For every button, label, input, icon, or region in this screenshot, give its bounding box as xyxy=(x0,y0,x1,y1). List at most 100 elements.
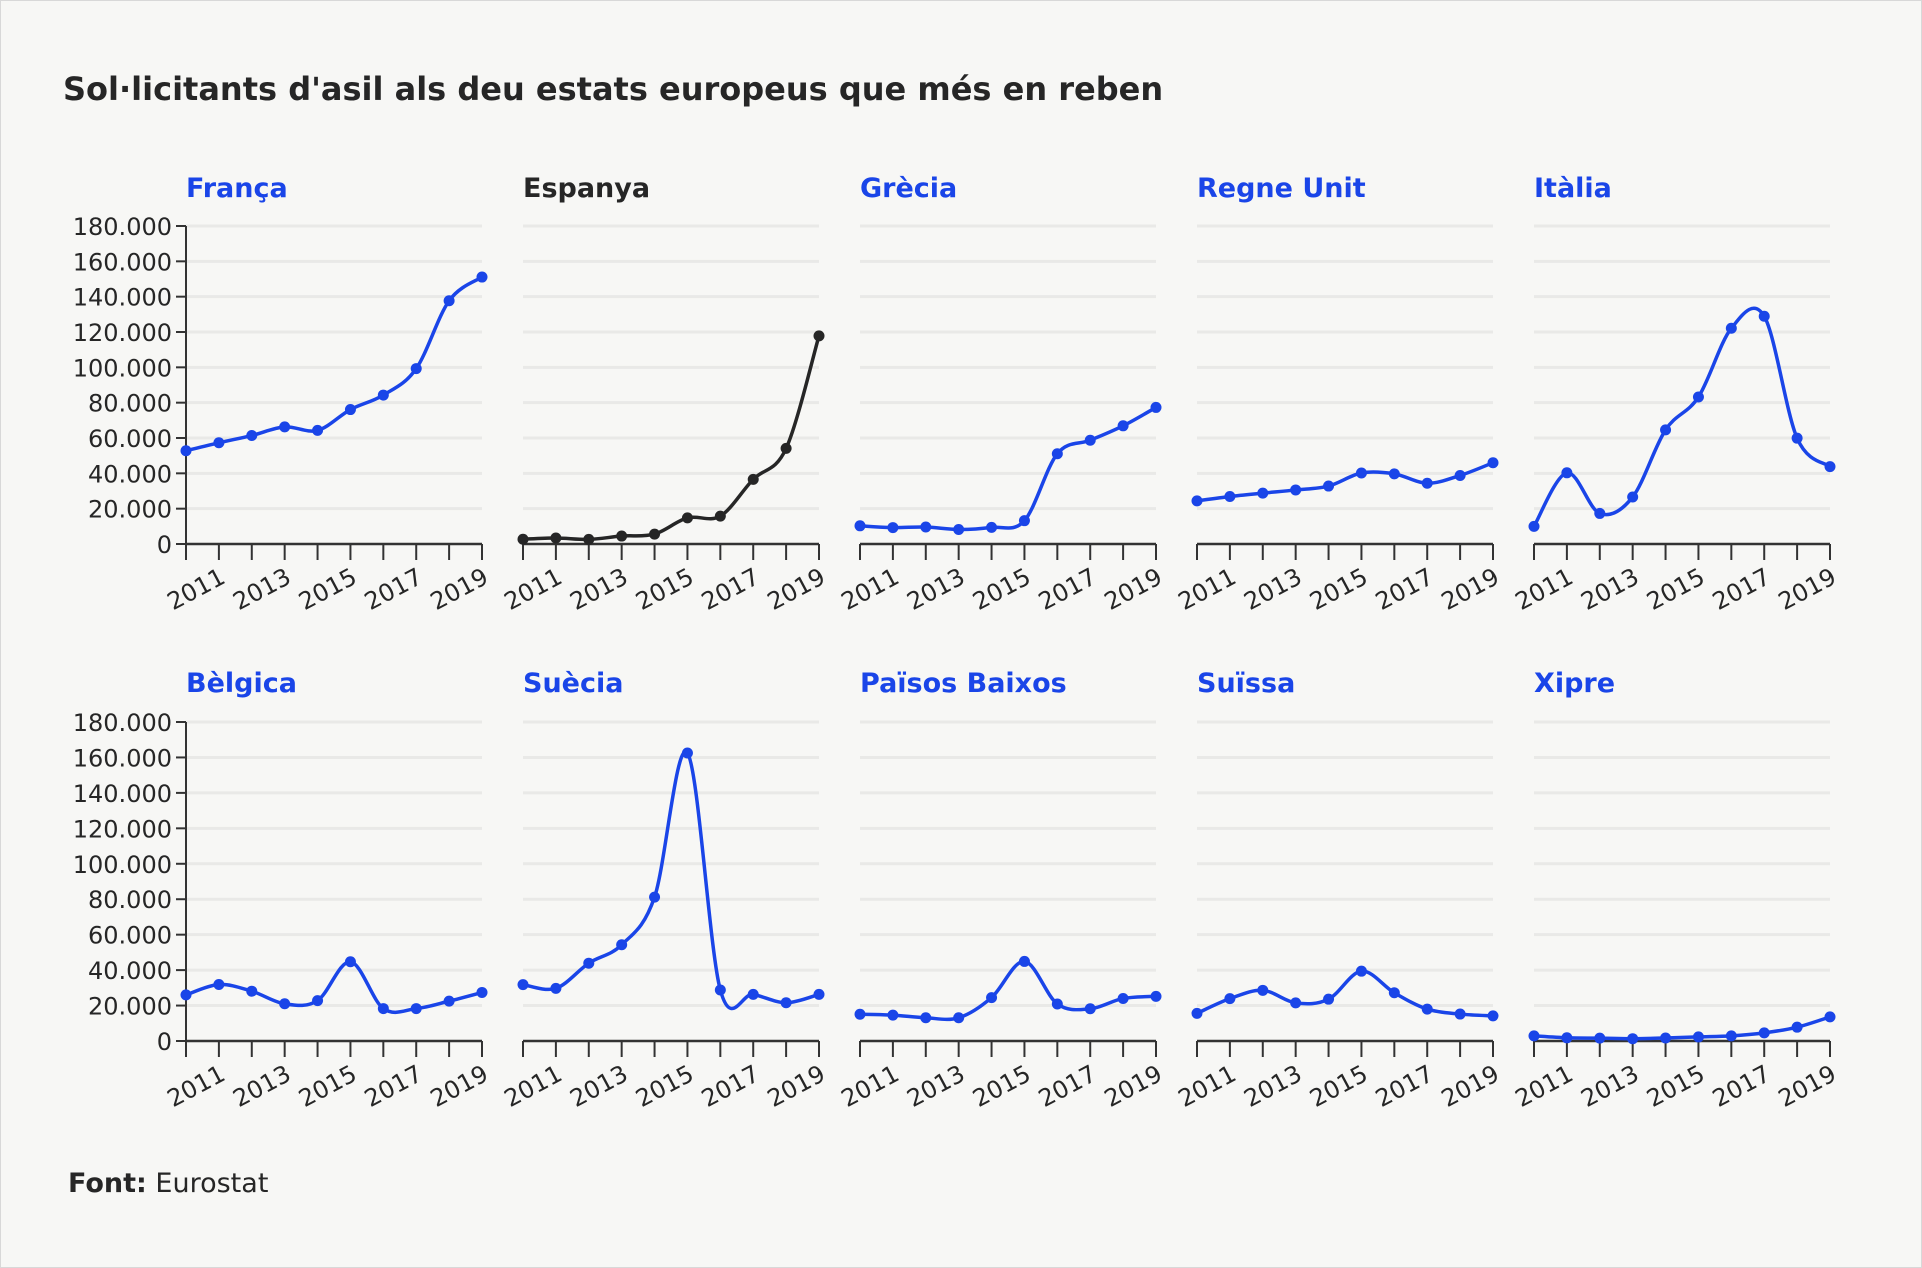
data-point xyxy=(813,330,825,342)
panel-title: Països Baixos xyxy=(860,668,1067,699)
x-tick-label: 2017 xyxy=(1034,563,1101,616)
x-tick-label: 2013 xyxy=(1576,1060,1643,1113)
data-point xyxy=(1725,322,1737,334)
x-tick-label: 2015 xyxy=(631,1060,698,1113)
x-tick-label: 2015 xyxy=(1305,563,1372,616)
data-point xyxy=(1725,1030,1737,1042)
data-point xyxy=(1355,467,1367,479)
data-point xyxy=(813,988,825,1000)
x-tick-label: 2017 xyxy=(1371,563,1438,616)
y-tick-label: 60.000 xyxy=(88,922,172,950)
data-point xyxy=(1487,457,1499,469)
x-tick-label: 2011 xyxy=(837,1060,904,1113)
x-tick-label: 2019 xyxy=(1774,563,1841,616)
data-point xyxy=(1758,310,1770,322)
data-point xyxy=(583,957,595,969)
data-point xyxy=(517,979,529,991)
data-point xyxy=(476,986,488,998)
data-point xyxy=(1323,480,1335,492)
y-tick-label: 0 xyxy=(157,531,172,559)
series-line xyxy=(1533,1015,1831,1041)
y-tick-label: 60.000 xyxy=(88,425,172,453)
y-tick-label: 120.000 xyxy=(73,319,172,347)
data-point xyxy=(550,982,562,994)
data-point xyxy=(920,521,932,533)
data-point xyxy=(854,1008,866,1020)
x-tick-label: 2019 xyxy=(1437,563,1504,616)
data-point xyxy=(344,956,356,968)
data-point xyxy=(616,530,628,542)
data-point xyxy=(1084,434,1096,446)
x-tick-label: 2017 xyxy=(1708,1060,1775,1113)
series-line xyxy=(1196,461,1494,503)
chart-title: Sol·licitants d'asil als deu estats euro… xyxy=(63,70,1164,108)
panel-title: Grècia xyxy=(860,173,957,204)
data-point xyxy=(780,997,792,1009)
data-point xyxy=(986,992,998,1004)
y-tick-label: 160.000 xyxy=(73,248,172,276)
y-tick-label: 20.000 xyxy=(88,496,172,524)
y-tick-label: 40.000 xyxy=(88,460,172,488)
data-point xyxy=(986,521,998,533)
x-tick-label: 2011 xyxy=(1511,1060,1578,1113)
y-tick-label: 80.000 xyxy=(88,886,172,914)
data-point xyxy=(920,1012,932,1024)
x-tick-label: 2015 xyxy=(968,563,1035,616)
y-tick-label: 0 xyxy=(157,1028,172,1056)
x-tick-label: 2017 xyxy=(697,1060,764,1113)
panel-title: Xipre xyxy=(1534,668,1615,699)
x-tick-label: 2017 xyxy=(360,563,427,616)
panel-title: Itàlia xyxy=(1534,173,1612,204)
data-point xyxy=(1692,391,1704,403)
x-tick-label: 2019 xyxy=(1100,1060,1167,1113)
data-point xyxy=(1355,965,1367,977)
panel-title: França xyxy=(186,173,288,204)
data-point xyxy=(1421,477,1433,489)
data-point xyxy=(180,445,192,457)
x-tick-label: 2017 xyxy=(1708,563,1775,616)
x-tick-label: 2017 xyxy=(360,1060,427,1113)
data-point xyxy=(246,985,258,997)
data-point xyxy=(1224,993,1236,1005)
x-tick-label: 2011 xyxy=(1174,563,1241,616)
data-point xyxy=(681,747,693,759)
data-point xyxy=(747,988,759,1000)
data-point xyxy=(1051,998,1063,1010)
data-point xyxy=(344,404,356,416)
x-tick-label: 2013 xyxy=(228,1060,295,1113)
y-tick-label: 140.000 xyxy=(73,284,172,312)
data-point xyxy=(1257,487,1269,499)
x-tick-label: 2019 xyxy=(426,1060,493,1113)
data-point xyxy=(1791,1021,1803,1033)
data-point xyxy=(1018,955,1030,967)
data-point xyxy=(1660,424,1672,436)
data-point xyxy=(1421,1003,1433,1015)
y-tick-label: 180.000 xyxy=(73,213,172,241)
data-point xyxy=(1627,491,1639,503)
series-line xyxy=(185,960,483,1015)
data-point xyxy=(1117,420,1129,432)
data-point xyxy=(1051,448,1063,460)
y-tick-label: 20.000 xyxy=(88,993,172,1021)
series-line xyxy=(859,959,1157,1022)
data-point xyxy=(180,989,192,1001)
data-point xyxy=(1084,1003,1096,1015)
data-point xyxy=(1257,984,1269,996)
series-line xyxy=(859,405,1157,532)
data-point xyxy=(1117,992,1129,1004)
data-point xyxy=(213,437,225,449)
x-tick-label: 2019 xyxy=(426,563,493,616)
data-point xyxy=(410,363,422,375)
x-tick-label: 2013 xyxy=(565,563,632,616)
data-point xyxy=(1660,1032,1672,1044)
x-tick-label: 2015 xyxy=(1305,1060,1372,1113)
data-point xyxy=(1594,1032,1606,1044)
data-point xyxy=(443,295,455,307)
data-point xyxy=(1824,1011,1836,1023)
data-point xyxy=(887,522,899,534)
series-line xyxy=(185,275,484,453)
data-point xyxy=(1692,1031,1704,1043)
data-point xyxy=(1018,515,1030,527)
